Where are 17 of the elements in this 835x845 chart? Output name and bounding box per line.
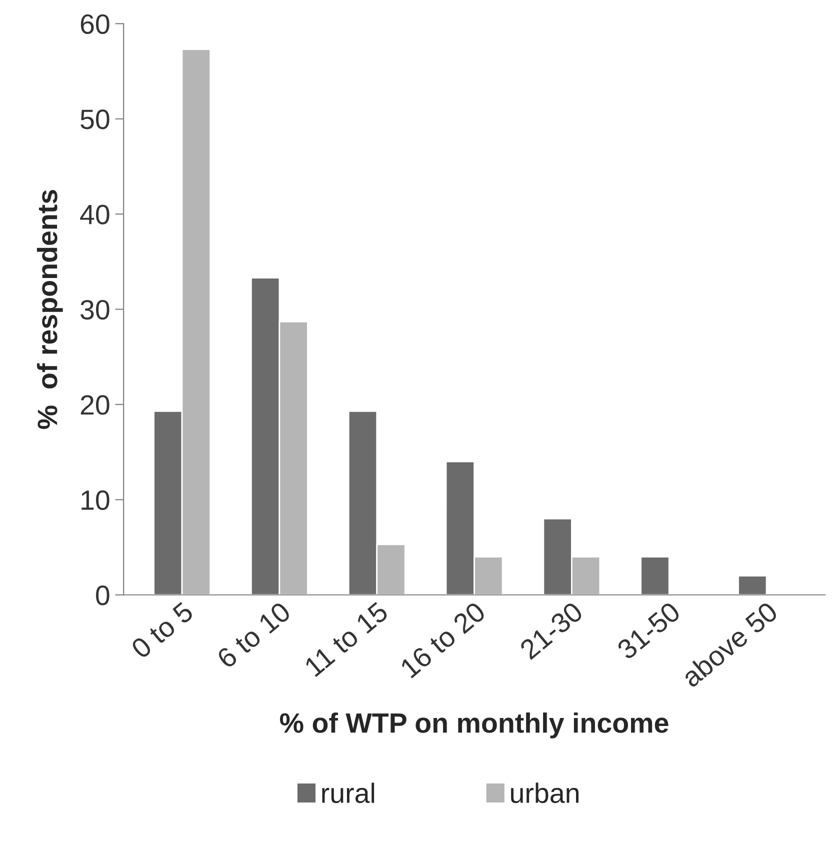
bar xyxy=(640,556,670,595)
legend-label: urban xyxy=(511,782,578,804)
x-tick-label: 6 to 10 xyxy=(216,600,292,670)
y-axis-title: % of respondents xyxy=(36,190,63,429)
legend-label: rural xyxy=(322,782,374,804)
y-tick-label: 40 xyxy=(80,204,110,224)
x-tick-label: 0 to 5 xyxy=(130,601,194,660)
x-axis-title: % of WTP on monthly income xyxy=(280,712,668,738)
y-tick-label: 20 xyxy=(80,395,110,415)
y-tick-label: 30 xyxy=(80,300,110,320)
y-tick-label: 50 xyxy=(80,110,110,130)
y-tick-label: 0 xyxy=(96,586,110,606)
y-tick-label: 60 xyxy=(80,14,110,34)
bar xyxy=(738,575,768,595)
x-tick-label: 16 to 20 xyxy=(399,600,487,679)
y-tick-label: 10 xyxy=(82,490,110,510)
x-tick-label: 11 to 15 xyxy=(304,601,390,678)
